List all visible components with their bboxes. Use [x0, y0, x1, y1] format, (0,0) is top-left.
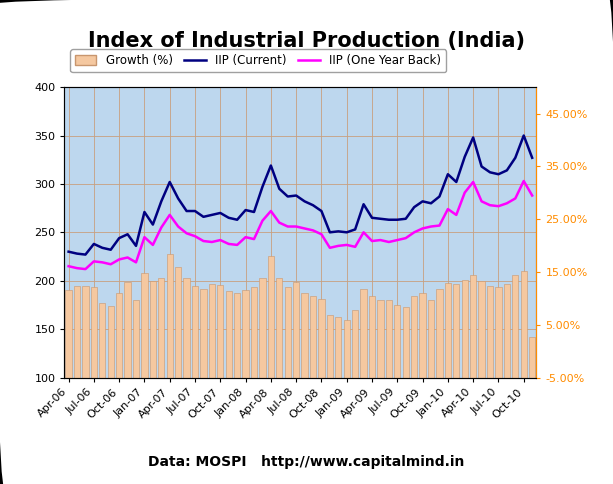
- Bar: [293, 282, 299, 378]
- Bar: [251, 287, 257, 378]
- Bar: [343, 320, 350, 378]
- Bar: [504, 284, 510, 378]
- Bar: [428, 300, 434, 378]
- Bar: [512, 274, 519, 378]
- Bar: [327, 315, 333, 378]
- Bar: [520, 271, 527, 378]
- Bar: [259, 278, 265, 378]
- Bar: [470, 275, 476, 378]
- Bar: [419, 292, 426, 378]
- Bar: [242, 290, 249, 378]
- Bar: [411, 296, 417, 378]
- Bar: [495, 287, 501, 378]
- Bar: [310, 296, 316, 378]
- Bar: [141, 273, 148, 378]
- Bar: [268, 256, 274, 378]
- Bar: [529, 337, 535, 378]
- Bar: [158, 278, 164, 378]
- Bar: [183, 278, 190, 378]
- Bar: [360, 289, 367, 378]
- Bar: [107, 306, 114, 378]
- Bar: [66, 290, 72, 378]
- Bar: [124, 282, 131, 378]
- Bar: [133, 301, 139, 378]
- Bar: [74, 286, 80, 378]
- Bar: [444, 283, 451, 378]
- Bar: [276, 278, 283, 378]
- Bar: [453, 284, 460, 378]
- Bar: [462, 280, 468, 378]
- Bar: [352, 310, 359, 378]
- Bar: [175, 267, 181, 378]
- Bar: [394, 304, 400, 378]
- Bar: [386, 300, 392, 378]
- Bar: [377, 301, 384, 378]
- Bar: [318, 300, 325, 378]
- Bar: [200, 289, 207, 378]
- Text: Index of Industrial Production (India): Index of Industrial Production (India): [88, 31, 525, 51]
- Bar: [192, 286, 198, 378]
- Bar: [99, 303, 105, 378]
- Bar: [217, 285, 224, 378]
- Bar: [436, 289, 443, 378]
- Bar: [91, 287, 97, 378]
- Bar: [82, 286, 89, 378]
- Bar: [284, 287, 291, 378]
- Bar: [234, 293, 240, 378]
- Bar: [478, 281, 485, 378]
- Legend: Growth (%), IIP (Current), IIP (One Year Back): Growth (%), IIP (Current), IIP (One Year…: [70, 49, 446, 72]
- Bar: [335, 318, 341, 378]
- Bar: [369, 296, 375, 378]
- Bar: [487, 286, 493, 378]
- Bar: [150, 281, 156, 378]
- Text: Data: MOSPI   http://www.capitalmind.in: Data: MOSPI http://www.capitalmind.in: [148, 455, 465, 469]
- Bar: [302, 292, 308, 378]
- Bar: [226, 291, 232, 378]
- Bar: [116, 292, 123, 378]
- Bar: [208, 284, 215, 378]
- Bar: [403, 307, 409, 378]
- Bar: [167, 254, 173, 378]
